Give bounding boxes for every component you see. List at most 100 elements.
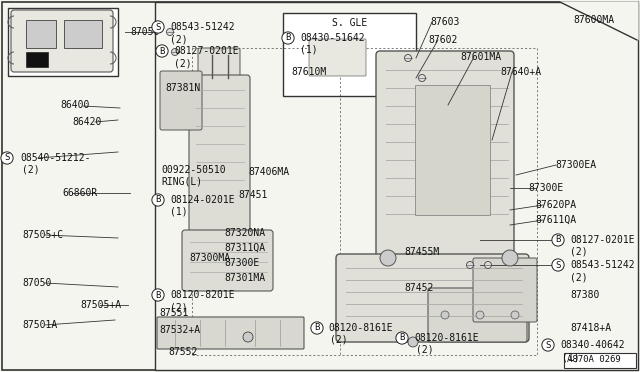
Text: B: B bbox=[159, 46, 164, 55]
FancyBboxPatch shape bbox=[473, 258, 537, 322]
Text: 87551: 87551 bbox=[159, 308, 188, 318]
Text: B: B bbox=[556, 235, 561, 244]
Circle shape bbox=[380, 250, 396, 266]
Text: 87640+A: 87640+A bbox=[500, 67, 541, 77]
Text: S: S bbox=[4, 154, 10, 163]
Text: B: B bbox=[156, 196, 161, 205]
FancyBboxPatch shape bbox=[309, 39, 366, 76]
Text: 08340-40642: 08340-40642 bbox=[560, 340, 625, 350]
Text: 87381N: 87381N bbox=[165, 83, 200, 93]
Text: 87380: 87380 bbox=[570, 290, 600, 300]
Text: B: B bbox=[399, 334, 404, 343]
Bar bbox=[26, 20, 56, 48]
Text: 86400: 86400 bbox=[60, 100, 90, 110]
Text: 08430-51642: 08430-51642 bbox=[300, 33, 365, 43]
Text: S. GLE: S. GLE bbox=[332, 18, 367, 28]
Text: (2): (2) bbox=[570, 272, 588, 282]
Text: (2): (2) bbox=[170, 34, 188, 44]
Text: 87610M: 87610M bbox=[291, 67, 326, 77]
Text: 87455M: 87455M bbox=[404, 247, 439, 257]
Bar bbox=[564, 353, 636, 368]
Text: (2): (2) bbox=[174, 58, 191, 68]
Text: (2): (2) bbox=[170, 303, 188, 313]
Text: 87418+A: 87418+A bbox=[570, 323, 611, 333]
Bar bbox=[283, 13, 416, 96]
Text: 87600MA: 87600MA bbox=[573, 15, 614, 25]
Text: (2): (2) bbox=[570, 247, 588, 257]
Text: B: B bbox=[285, 33, 291, 42]
FancyBboxPatch shape bbox=[160, 71, 202, 130]
Bar bbox=[155, 2, 638, 370]
Text: 87532+A: 87532+A bbox=[159, 325, 200, 335]
Text: S: S bbox=[545, 340, 550, 350]
Circle shape bbox=[404, 55, 412, 61]
Text: 08540-51212-: 08540-51212- bbox=[20, 153, 90, 163]
Bar bbox=[26, 52, 48, 67]
FancyBboxPatch shape bbox=[182, 230, 273, 291]
Circle shape bbox=[408, 337, 418, 347]
FancyBboxPatch shape bbox=[157, 317, 304, 349]
Text: (2): (2) bbox=[330, 335, 348, 345]
Text: 08120-8161E: 08120-8161E bbox=[414, 333, 479, 343]
Text: 87603: 87603 bbox=[430, 17, 460, 27]
Circle shape bbox=[511, 311, 519, 319]
Circle shape bbox=[467, 262, 474, 269]
Text: 66860R: 66860R bbox=[62, 188, 97, 198]
Text: 87602: 87602 bbox=[428, 35, 458, 45]
FancyBboxPatch shape bbox=[376, 51, 514, 264]
Text: 08543-51242: 08543-51242 bbox=[570, 260, 635, 270]
Text: 08120-8201E: 08120-8201E bbox=[170, 290, 235, 300]
Text: 08120-8161E: 08120-8161E bbox=[328, 323, 392, 333]
Circle shape bbox=[502, 250, 518, 266]
Text: 86420: 86420 bbox=[72, 117, 101, 127]
Text: 87050: 87050 bbox=[130, 27, 159, 37]
Text: B: B bbox=[314, 324, 320, 333]
Text: 87611QA: 87611QA bbox=[535, 215, 576, 225]
Text: B: B bbox=[156, 291, 161, 299]
Bar bbox=[415, 85, 490, 215]
Text: 87300MA: 87300MA bbox=[189, 253, 230, 263]
Polygon shape bbox=[560, 2, 638, 40]
FancyBboxPatch shape bbox=[336, 254, 529, 342]
Text: 87620PA: 87620PA bbox=[535, 200, 576, 210]
Text: (2): (2) bbox=[22, 165, 40, 175]
Text: 87300EA: 87300EA bbox=[555, 160, 596, 170]
Circle shape bbox=[441, 311, 449, 319]
Text: 87451: 87451 bbox=[238, 190, 268, 200]
FancyBboxPatch shape bbox=[428, 288, 527, 342]
Text: A870A 0269: A870A 0269 bbox=[567, 356, 621, 365]
Text: (2): (2) bbox=[416, 345, 434, 355]
Circle shape bbox=[172, 48, 179, 55]
Text: 87406MA: 87406MA bbox=[248, 167, 289, 177]
Text: 87300E: 87300E bbox=[528, 183, 563, 193]
Circle shape bbox=[476, 311, 484, 319]
Text: S: S bbox=[156, 22, 161, 32]
Text: 87300E: 87300E bbox=[224, 258, 259, 268]
Text: RING(L): RING(L) bbox=[161, 177, 202, 187]
Text: 87552: 87552 bbox=[168, 347, 197, 357]
Text: 00922-50510: 00922-50510 bbox=[161, 165, 226, 175]
Circle shape bbox=[166, 29, 173, 35]
Text: 08127-0201E: 08127-0201E bbox=[174, 46, 239, 56]
Text: (1): (1) bbox=[300, 45, 317, 55]
Text: (1): (1) bbox=[170, 207, 188, 217]
Text: 87452: 87452 bbox=[404, 283, 433, 293]
Text: 08124-0201E: 08124-0201E bbox=[170, 195, 235, 205]
Circle shape bbox=[484, 262, 492, 269]
Text: 87301MA: 87301MA bbox=[224, 273, 265, 283]
FancyBboxPatch shape bbox=[198, 48, 240, 80]
Text: 87501A: 87501A bbox=[22, 320, 57, 330]
Text: 87320NA: 87320NA bbox=[224, 228, 265, 238]
Text: 87311QA: 87311QA bbox=[224, 243, 265, 253]
Text: S: S bbox=[556, 260, 561, 269]
Circle shape bbox=[419, 74, 426, 81]
Bar bbox=[64, 20, 102, 48]
Text: 87505+C: 87505+C bbox=[22, 230, 63, 240]
Text: 08543-51242: 08543-51242 bbox=[170, 22, 235, 32]
Bar bbox=[8, 8, 118, 76]
Text: 08127-0201E: 08127-0201E bbox=[570, 235, 635, 245]
FancyBboxPatch shape bbox=[189, 75, 250, 236]
FancyBboxPatch shape bbox=[11, 10, 113, 72]
Circle shape bbox=[243, 332, 253, 342]
Text: 87601MA: 87601MA bbox=[460, 52, 501, 62]
